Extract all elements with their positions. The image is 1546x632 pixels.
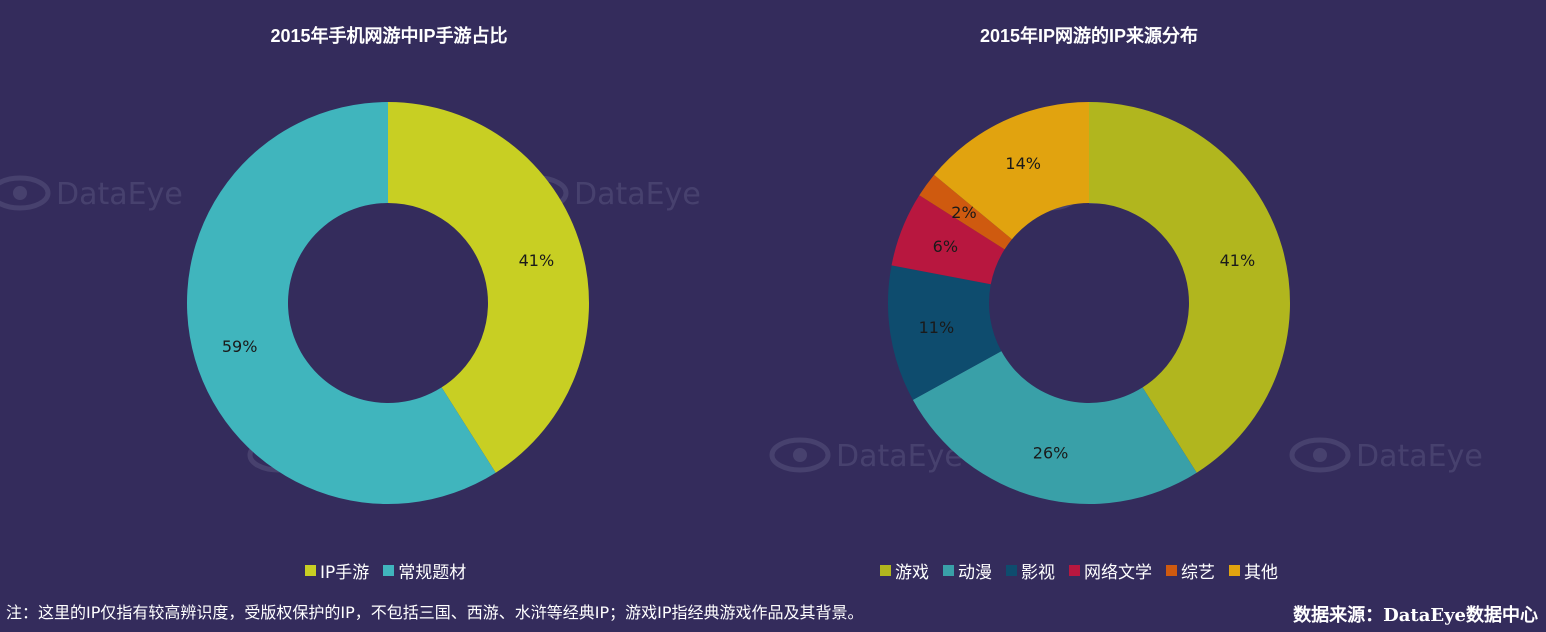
watermark-5: DataEye — [1289, 437, 1483, 474]
data-source: 数据来源：DataEye数据中心 — [1293, 605, 1538, 626]
donut-chart-ip-source: 41% 26% 11% 6% 2% 14% — [888, 102, 1290, 505]
legend-swatch-1-2 — [1006, 564, 1017, 576]
data-label-0-1: 59% — [222, 337, 258, 356]
legend-label-1-4: 综艺 — [1181, 562, 1215, 583]
svg-text:DataEye: DataEye — [836, 439, 963, 474]
donut-slice-0-0 — [388, 102, 589, 473]
legend-item-1-1: 动漫 — [943, 558, 992, 583]
donut-slice-1-3 — [891, 195, 1005, 285]
donut-slice-0-1 — [186, 102, 496, 504]
legend-swatch-0-1 — [383, 564, 395, 576]
svg-text:DataEye: DataEye — [574, 177, 701, 212]
data-label-1-5: 14% — [1005, 154, 1041, 173]
svg-text:DataEye: DataEye — [56, 177, 183, 212]
donut-slice-1-1 — [912, 351, 1197, 505]
svg-text:DataEye: DataEye — [1356, 439, 1483, 474]
legend-item-1-3: 网络文学 — [1069, 558, 1152, 583]
donut-slice-1-4 — [919, 174, 1012, 250]
footnote: 注：这里的IP仅指有较高辨识度，受版权保护的IP，不包括三国、西游、水浒等经典I… — [6, 603, 864, 622]
legend-item-0-1: 常规题材 — [383, 558, 466, 583]
legend-label-1-2: 影视 — [1021, 562, 1055, 583]
watermark-4: DataEye — [769, 437, 963, 474]
legend-swatch-1-4 — [1166, 564, 1177, 576]
data-label-1-1: 26% — [1033, 444, 1069, 463]
legend-item-1-2: 影视 — [1006, 558, 1055, 583]
legend-item-1-5: 其他 — [1229, 558, 1278, 583]
donut-slice-1-5 — [934, 102, 1089, 240]
legend-swatch-1-0 — [880, 564, 891, 576]
data-label-1-4: 2% — [951, 203, 976, 222]
legend-item-1-0: 游戏 — [880, 558, 929, 583]
legend-swatch-1-1 — [943, 564, 954, 576]
legend-item-1-4: 综艺 — [1166, 558, 1215, 583]
legend-swatch-0-0 — [305, 564, 316, 576]
data-label-1-0: 41% — [1220, 251, 1256, 270]
legend-swatch-1-5 — [1229, 564, 1240, 576]
legend-label-1-0: 游戏 — [895, 562, 929, 583]
legend-label-1-5: 其他 — [1244, 562, 1278, 583]
legend-swatch-1-3 — [1069, 564, 1080, 576]
donut-slice-1-2 — [888, 265, 1002, 400]
data-label-1-3: 6% — [933, 237, 958, 256]
legend-label-1-1: 动漫 — [958, 562, 992, 583]
donut-chart-ip-share: 41% 59% — [186, 102, 589, 504]
legend-ip-share: IP手游 常规题材 — [305, 558, 466, 583]
data-label-0-0: 41% — [519, 251, 555, 270]
legend-label-0-1: 常规题材 — [398, 562, 467, 583]
watermark-0: DataEye — [0, 175, 183, 212]
legend-label-0-0: IP手游 — [320, 562, 370, 583]
donut-slice-1-0 — [1089, 102, 1290, 473]
chart-title-ip-share: 2015年手机网游中IP手游占比 — [270, 26, 508, 46]
legend-item-0-0: IP手游 — [305, 558, 369, 583]
chart-title-ip-source: 2015年IP网游的IP来源分布 — [979, 26, 1199, 46]
data-label-1-2: 11% — [919, 318, 955, 337]
legend-label-1-3: 网络文学 — [1084, 562, 1152, 583]
legend-ip-source: 游戏 动漫 影视 网络文学 综艺 其他 — [880, 558, 1278, 583]
